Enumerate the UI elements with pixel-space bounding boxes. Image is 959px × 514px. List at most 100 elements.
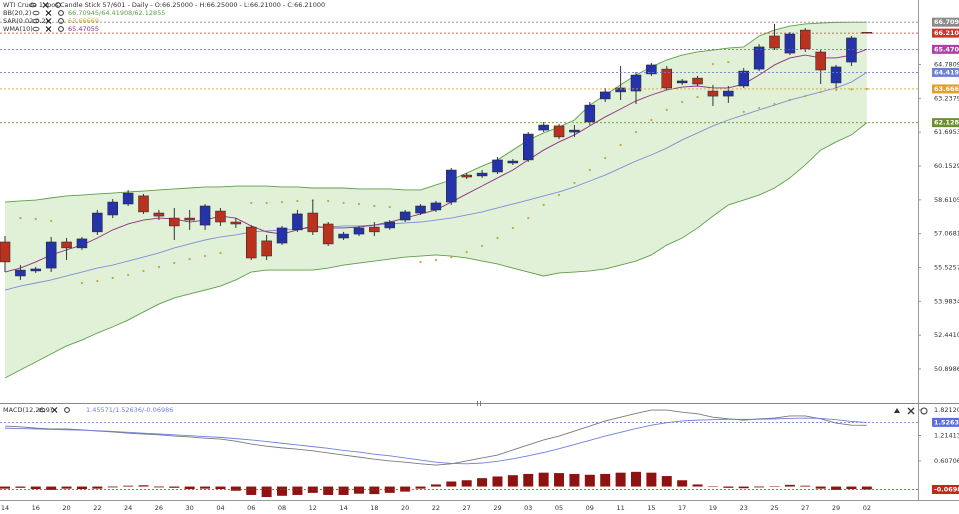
settings-icon[interactable]	[920, 407, 928, 415]
sar-dot	[265, 201, 268, 205]
sar-dot	[496, 236, 499, 240]
candle-body	[723, 90, 734, 97]
x-tick-label: 14	[1, 504, 9, 512]
candle-body	[584, 104, 596, 123]
x-tick-label: 09	[586, 504, 594, 512]
histogram-bar	[861, 486, 872, 490]
histogram-bar	[0, 486, 10, 489]
histogram-bar	[538, 472, 549, 487]
level-label: -0.06986	[934, 485, 959, 493]
histogram-bar	[446, 481, 457, 487]
level-label: 66.70945	[934, 18, 959, 26]
visibility-icon[interactable]	[32, 10, 40, 16]
settings-icon[interactable]	[58, 10, 64, 16]
sar-dot	[142, 269, 145, 273]
sar-dot	[511, 226, 514, 230]
histogram-bar	[138, 485, 149, 487]
histogram-bar	[246, 486, 257, 495]
candle-body	[292, 213, 303, 231]
level-box	[932, 17, 959, 27]
histogram-bar	[477, 478, 488, 487]
sar-dot	[434, 258, 438, 262]
y-tick-label: 63.23793	[934, 94, 959, 102]
visibility-icon[interactable]	[32, 18, 40, 24]
histogram-bar	[507, 475, 518, 487]
x-tick-label: 20	[401, 504, 409, 512]
remove-icon[interactable]	[42, 2, 49, 8]
x-tick-label: 30	[186, 504, 194, 512]
remove-icon[interactable]	[45, 10, 52, 16]
candle-body	[738, 70, 749, 87]
level-box	[932, 84, 959, 94]
candle-body	[30, 268, 42, 272]
histogram-bar	[76, 486, 87, 490]
visibility-icon[interactable]	[29, 2, 37, 8]
level-label: 65.47055	[934, 45, 959, 53]
x-tick-label: 24	[124, 504, 132, 512]
y-tick-label: 0.60706	[934, 457, 959, 465]
sar-dot	[327, 199, 330, 203]
sar-dot	[80, 281, 84, 285]
candle-body	[353, 227, 365, 235]
visibility-icon[interactable]	[38, 407, 46, 413]
candle-body	[707, 90, 719, 97]
histogram-bar	[754, 486, 765, 488]
histogram-bar	[584, 474, 595, 487]
candle-body	[199, 205, 211, 226]
histogram-bar	[92, 486, 103, 489]
histogram-bar	[523, 473, 534, 487]
sar-dot	[681, 100, 684, 104]
sar-dot	[173, 261, 176, 265]
sar-dot	[665, 108, 668, 112]
visibility-icon[interactable]	[32, 26, 40, 32]
level-label: 64.41908	[934, 68, 959, 76]
candle-body	[676, 80, 688, 84]
panel-splitter[interactable]	[477, 401, 481, 406]
candle-body	[153, 212, 165, 217]
sar-dot	[804, 94, 807, 98]
settings-icon[interactable]	[55, 2, 61, 8]
candle-body	[15, 269, 26, 277]
remove-icon[interactable]	[45, 26, 52, 32]
macd-line	[4, 409, 867, 466]
x-tick-label: 29	[493, 504, 501, 512]
candle-body	[107, 201, 118, 216]
legend-value: 65.47055	[68, 25, 99, 33]
sar-dot	[34, 217, 37, 221]
candle-body	[76, 238, 88, 249]
move-up-icon[interactable]	[894, 408, 900, 413]
histogram-bar	[430, 484, 441, 487]
sar-dot	[465, 250, 468, 254]
sar-dot	[188, 257, 191, 261]
sar-dot	[111, 276, 114, 280]
candle-body	[184, 217, 195, 221]
candle-body	[815, 51, 826, 71]
level-box	[932, 484, 959, 494]
candle-body	[646, 64, 657, 75]
settings-icon[interactable]	[58, 18, 64, 24]
settings-icon[interactable]	[58, 26, 64, 32]
candle-body	[830, 66, 842, 84]
histogram-bar	[46, 486, 57, 490]
candle-body	[492, 159, 503, 173]
panel-controls[interactable]	[894, 407, 928, 415]
settings-icon[interactable]	[64, 407, 70, 413]
histogram-bar	[61, 486, 72, 489]
x-tick-label: 26	[155, 504, 163, 512]
x-tick-label: 25	[770, 504, 778, 512]
candle-body	[846, 37, 857, 63]
candle-body	[276, 227, 288, 244]
x-tick-label: 11	[616, 504, 624, 512]
sar-dot	[388, 205, 391, 209]
sar-dot	[788, 98, 791, 102]
candle-body	[861, 31, 873, 34]
histogram-bar	[107, 486, 118, 488]
close-icon[interactable]	[907, 407, 915, 415]
sar-dot	[742, 110, 745, 113]
sar-dot	[419, 260, 422, 264]
remove-icon[interactable]	[45, 18, 52, 24]
remove-icon[interactable]	[51, 407, 58, 413]
sar-dot	[19, 216, 22, 220]
candle-body	[138, 195, 149, 213]
candle-body	[599, 91, 611, 100]
